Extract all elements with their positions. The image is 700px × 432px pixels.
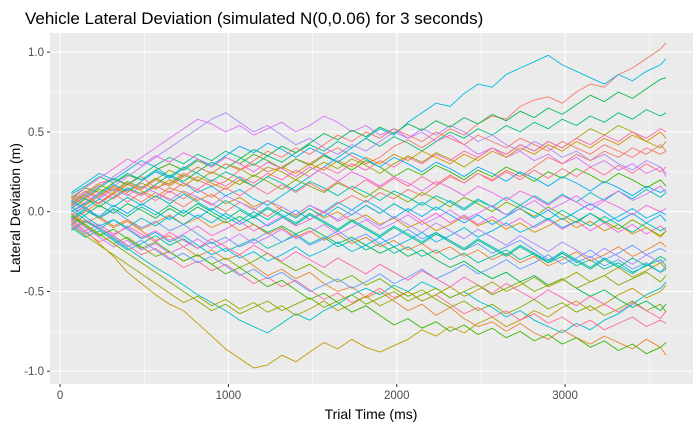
- series-line-31: [71, 142, 667, 213]
- series-line-35: [71, 152, 667, 216]
- series-line-4: [71, 219, 667, 369]
- series-line-36: [71, 219, 667, 320]
- series-line-30: [71, 206, 667, 262]
- x-tick-label: 0: [57, 390, 63, 402]
- x-tick-label: 3000: [552, 390, 578, 402]
- series-line-19: [71, 222, 667, 331]
- series-line-20: [71, 144, 667, 217]
- series-line-39: [71, 193, 667, 275]
- series-line-40: [71, 128, 667, 222]
- x-tick-label: 2000: [384, 390, 410, 402]
- y-axis: -1.0 -0.5 0.0 0.5 1.0: [24, 47, 50, 378]
- series-lines: [71, 42, 667, 369]
- chart-title: Vehicle Lateral Deviation (simulated N(0…: [25, 9, 483, 28]
- series-line-15: [71, 112, 667, 216]
- x-tick-label: 1000: [216, 390, 242, 402]
- series-line-24: [71, 171, 667, 237]
- y-axis-title: Lateral Deviation (m): [7, 143, 23, 273]
- series-line-37: [71, 163, 667, 206]
- series-line-25: [71, 216, 667, 355]
- gridlines: [50, 33, 693, 384]
- series-line-33: [71, 185, 667, 265]
- series-line-3: [71, 184, 667, 238]
- y-tick-label: 1.0: [28, 47, 44, 59]
- series-line-32: [71, 224, 667, 292]
- x-axis: 0 1000 2000 3000: [57, 384, 578, 402]
- series-line-22: [71, 131, 667, 206]
- series-line-7: [71, 153, 667, 200]
- series-line-14: [71, 201, 667, 273]
- y-tick-label: -1.0: [24, 366, 44, 378]
- series-line-38: [71, 214, 667, 315]
- y-tick-label: -0.5: [24, 286, 44, 298]
- x-axis-title: Trial Time (ms): [325, 406, 418, 422]
- y-tick-label: 0.0: [28, 207, 44, 219]
- series-line-12: [71, 54, 667, 206]
- series-line-16: [71, 115, 667, 208]
- series-line-27: [71, 203, 667, 270]
- series-line-2: [71, 206, 667, 356]
- series-line-18: [71, 128, 667, 213]
- series-line-9: [71, 109, 667, 206]
- series-line-28: [71, 166, 667, 233]
- series-line-34: [71, 185, 667, 254]
- y-tick-label: 0.5: [28, 127, 44, 139]
- series-line-21: [71, 212, 667, 267]
- series-line-10: [71, 227, 667, 273]
